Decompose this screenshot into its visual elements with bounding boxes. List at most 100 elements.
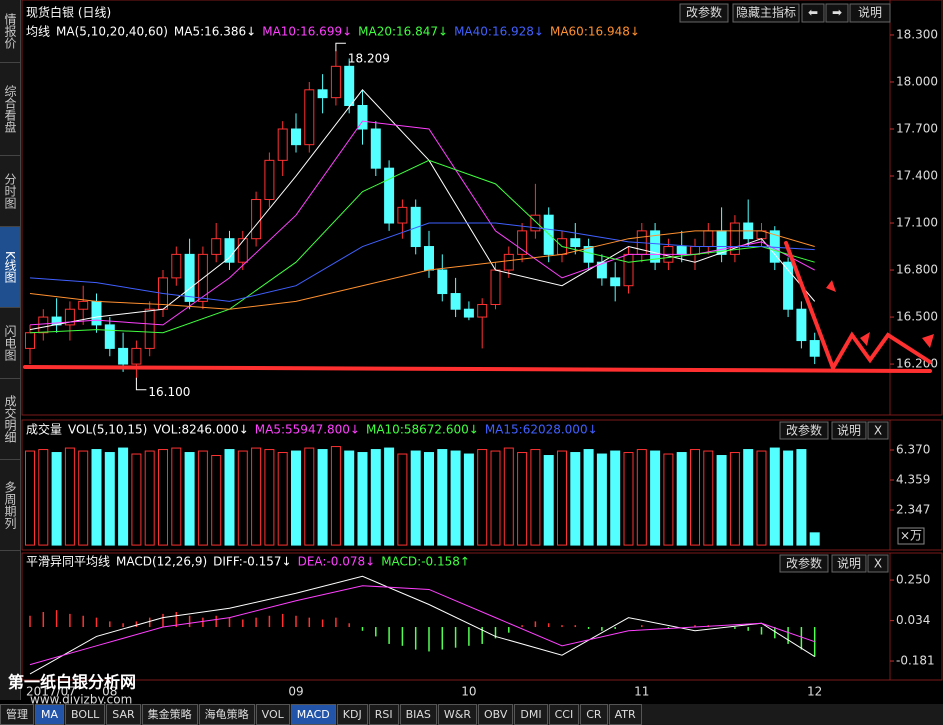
volume-bar <box>424 452 434 546</box>
x-axis-label: 12 <box>807 685 822 699</box>
candle-body <box>131 347 142 365</box>
arrow-right: ➡ <box>832 6 842 20</box>
volume-bar <box>104 452 115 546</box>
ma-line <box>29 120 815 326</box>
button[interactable] <box>867 421 889 440</box>
volume-bar <box>224 449 235 546</box>
indicator-tab[interactable]: 集金策略 <box>141 704 198 725</box>
volume-bar <box>503 447 514 546</box>
button[interactable] <box>732 3 800 23</box>
button[interactable] <box>779 421 829 440</box>
y-tick-label: 18.300 <box>896 27 938 41</box>
button[interactable] <box>801 3 825 23</box>
candle-body <box>437 269 448 295</box>
indicator-tab[interactable]: BOLL <box>65 704 106 725</box>
volume-bar <box>251 447 262 546</box>
button[interactable] <box>779 554 829 573</box>
volume-bar <box>450 450 461 546</box>
indicator-tab[interactable]: ATR <box>608 704 642 725</box>
indicator-tab[interactable]: VOL <box>255 704 290 725</box>
sidebar-item[interactable]: 闪电图 <box>0 308 20 379</box>
sidebar-item[interactable]: 多周期列 <box>0 460 20 551</box>
candle-body <box>304 89 315 146</box>
volume-bar <box>477 449 488 546</box>
button[interactable] <box>825 3 849 23</box>
y-tick-label: 2.347 <box>896 503 930 517</box>
indicator-tab[interactable]: RSI <box>368 704 399 725</box>
candle-body <box>78 300 89 310</box>
sidebar-item[interactable]: K线图 <box>0 227 20 308</box>
button-label[interactable]: 说明 <box>858 5 882 20</box>
indicator-tab[interactable]: MA <box>35 704 65 725</box>
indicator-tab[interactable]: DMI <box>514 704 548 725</box>
candle-body <box>264 159 275 201</box>
candle-body <box>224 238 235 263</box>
volume-bar <box>783 450 794 546</box>
button[interactable] <box>867 554 889 573</box>
indicator-tab[interactable]: OBV <box>478 704 514 725</box>
candle-body <box>384 167 395 224</box>
volume-bar <box>796 449 807 546</box>
candle-body <box>517 230 528 255</box>
candle-body <box>610 277 621 287</box>
candle-body <box>118 347 129 365</box>
chart-area: 现货白银 (日线) 改参数 隐藏主指标 说明⬅ ➡均线 MA(5,10,20,40,60)… <box>8 0 943 704</box>
indicator-tab[interactable]: 管理 <box>0 704 34 725</box>
candle-body <box>570 238 581 248</box>
volume-bar <box>610 450 621 546</box>
indicator-tab[interactable]: BIAS <box>399 704 437 725</box>
y-tick-label: 17.100 <box>896 216 938 230</box>
indicator-tab[interactable]: MACD <box>290 704 336 725</box>
volume-bar <box>530 449 541 546</box>
indicator-tab[interactable]: W&R <box>437 704 477 725</box>
candle-body <box>370 128 381 169</box>
candle-body <box>144 308 155 349</box>
indicator-tab[interactable]: CCI <box>548 704 580 725</box>
volume-bar <box>410 450 421 546</box>
button[interactable] <box>831 421 867 440</box>
volume-bar <box>184 452 195 546</box>
indicator-tab[interactable]: CR <box>580 704 608 725</box>
ma-line <box>29 230 815 310</box>
volume-bar <box>583 449 594 546</box>
candle-body <box>171 253 182 279</box>
legend-item: DEA:-0.078↓ <box>298 555 376 569</box>
button-label[interactable]: X <box>874 424 882 438</box>
button-label[interactable]: 隐藏主指标 <box>736 5 796 20</box>
button-label[interactable]: 说明 <box>837 423 861 438</box>
volume-bar <box>171 447 182 546</box>
x-axis-label: 2017/07 <box>26 685 76 699</box>
candle-body <box>623 253 634 287</box>
volume-bar <box>729 452 740 546</box>
candle-body <box>330 65 341 99</box>
sidebar-item[interactable]: 分时图 <box>0 156 20 227</box>
indicator-tab[interactable]: SAR <box>106 704 141 725</box>
indicator-tab[interactable]: KDJ <box>336 704 368 725</box>
button-label[interactable]: 说明 <box>837 556 861 571</box>
button[interactable] <box>849 3 891 23</box>
button[interactable] <box>679 3 729 23</box>
volume-bar <box>690 449 700 546</box>
sidebar-item[interactable]: 情报价 <box>0 0 20 63</box>
button[interactable] <box>831 554 867 573</box>
button-label[interactable]: 改参数 <box>786 556 822 571</box>
button-label[interactable]: 改参数 <box>786 423 822 438</box>
volume-bar <box>703 450 714 546</box>
candle-body <box>344 65 355 106</box>
y-tick-label: 18.000 <box>896 74 938 88</box>
x-axis-label: 08 <box>102 685 117 699</box>
panel-frame <box>21 0 943 416</box>
sidebar-item[interactable]: 综合看盘 <box>0 63 20 156</box>
legend-item: MA10:16.699↓ <box>262 25 352 39</box>
candle-body <box>291 128 301 146</box>
indicator-tab[interactable]: 海龟策略 <box>198 704 255 725</box>
candle-body <box>211 238 222 255</box>
volume-bar <box>370 449 381 546</box>
sidebar-item[interactable]: 成交明细 <box>0 379 20 460</box>
button-label[interactable]: 改参数 <box>686 5 722 20</box>
button-label[interactable]: X <box>874 557 882 571</box>
volume-bar <box>211 455 222 546</box>
volume-bar <box>463 453 474 546</box>
high-pointer <box>335 42 346 52</box>
